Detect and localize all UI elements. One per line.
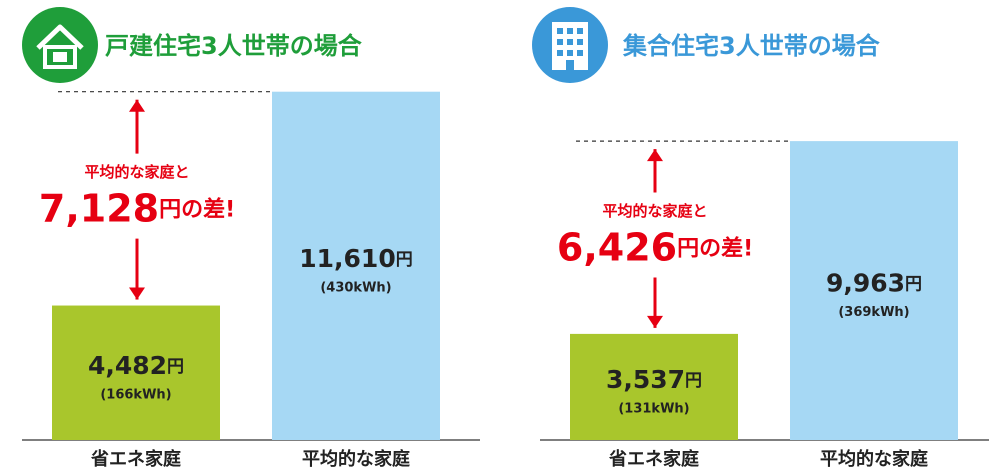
arrow-head [129,99,145,112]
difference-number: 7,128 [39,186,159,230]
difference-label: 6,426円の差! [557,225,753,269]
energy-label: (131kWh) [618,401,689,416]
energy-label: (166kWh) [100,387,171,402]
difference-number: 6,426 [557,225,677,269]
energy-label: (430kWh) [320,280,391,295]
value-unit: 円 [167,357,184,377]
arrow-head [647,315,663,328]
house-icon [22,7,98,83]
difference-suffix: 円の差! [677,236,753,262]
value-unit: 円 [905,275,922,295]
value-label: 4,482円 [88,351,184,380]
energy-label: (369kWh) [838,305,909,320]
chart-title: 集合住宅3人世帯の場合 [622,32,881,60]
bar [52,305,220,440]
value-unit: 円 [396,250,413,270]
value-label: 3,537円 [606,365,702,394]
bar [790,141,958,441]
difference-label: 7,128円の差! [39,186,235,230]
category-label: 省エネ家庭 [90,448,181,470]
value-number: 9,963 [826,269,905,298]
difference-caption: 平均的な家庭と [602,202,707,220]
arrow-head [129,287,145,300]
category-label: 省エネ家庭 [608,448,699,470]
building-icon [532,7,608,83]
category-label: 平均的な家庭 [302,448,410,470]
category-label: 平均的な家庭 [820,448,928,470]
value-unit: 円 [685,371,702,391]
bar [272,91,440,440]
value-number: 4,482 [88,351,167,380]
arrow-head [647,149,663,162]
value-number: 11,610 [299,244,395,273]
bar [570,333,738,440]
difference-suffix: 円の差! [159,197,235,223]
value-label: 9,963円 [826,269,922,298]
difference-caption: 平均的な家庭と [84,163,189,181]
value-label: 11,610円 [299,244,412,273]
chart-title: 戸建住宅3人世帯の場合 [105,32,363,60]
value-number: 3,537 [606,365,685,394]
